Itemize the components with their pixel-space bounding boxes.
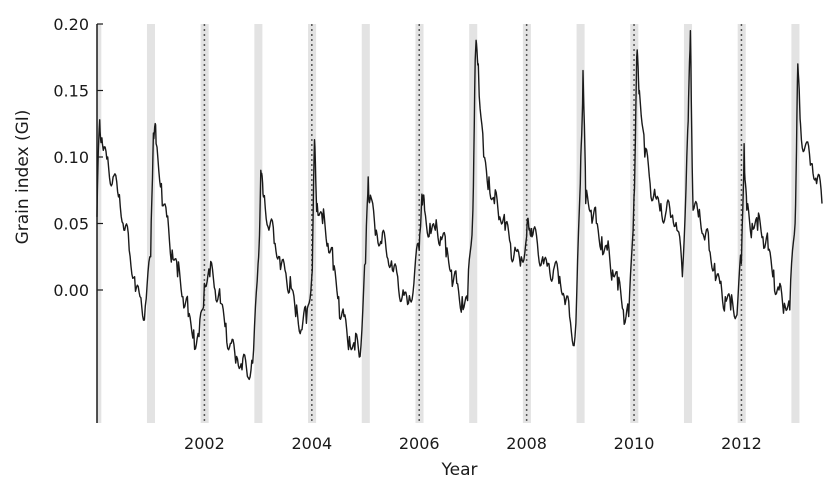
y-axis-title: Grain index (GI) (13, 110, 33, 245)
shaded-band-1 (254, 24, 263, 423)
x-tick-label: 2004 (291, 434, 332, 453)
y-tick-label: 0.20 (53, 15, 89, 34)
y-tick-label: 0.00 (53, 281, 89, 300)
shaded-band-4 (576, 24, 585, 423)
x-tick-label: 2012 (721, 434, 762, 453)
shaded-band-12 (630, 24, 639, 423)
x-tick-label: 2008 (506, 434, 547, 453)
dotted-year-lines (203, 24, 743, 423)
axes (96, 23, 103, 423)
shaded-band-8 (200, 24, 209, 423)
shaded-bands (97, 24, 800, 423)
tick-labels: 0.00 0.05 0.10 0.15 0.20 2002 2004 2006 2008 2010… (53, 15, 761, 453)
shaded-band-5 (683, 24, 693, 423)
x-axis-title: Year (441, 460, 478, 478)
series-line-0 (96, 30, 823, 381)
y-tick-label: 0.05 (53, 215, 89, 234)
y-tick-label: 0.15 (53, 82, 89, 101)
shaded-band-10 (415, 24, 424, 423)
y-tick-label: 0.10 (53, 148, 89, 167)
series-lines (96, 30, 823, 381)
shaded-band-3 (469, 24, 478, 423)
x-tick-label: 2010 (614, 434, 655, 453)
x-tick-label: 2006 (399, 434, 440, 453)
shaded-band-9 (308, 24, 317, 423)
x-tick-label: 2002 (184, 434, 225, 453)
